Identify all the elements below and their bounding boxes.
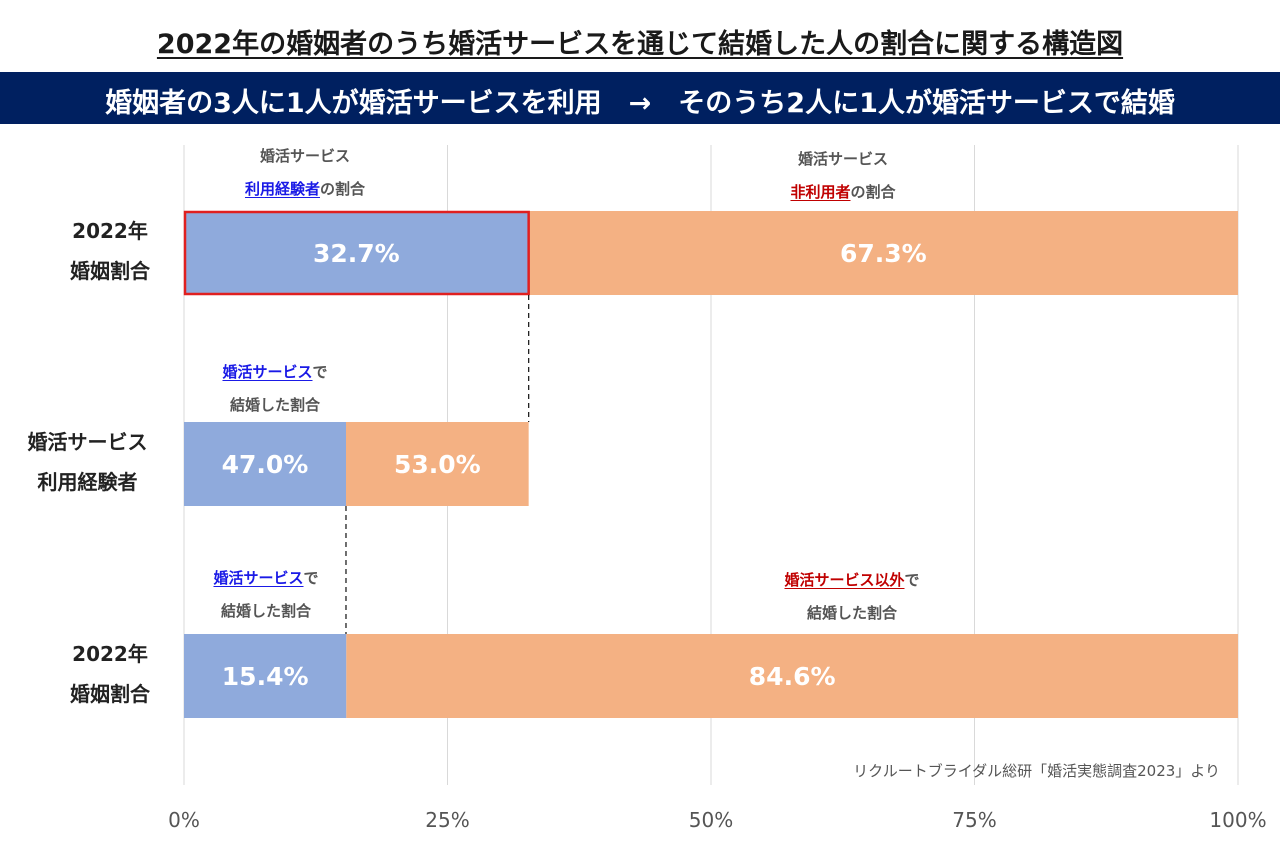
row-label-marriage-2022: 2022年 婚姻割合 — [20, 211, 200, 291]
annotation-line: 非利用者の割合 — [743, 176, 943, 209]
annotation-married-via-service-1: 婚活サービスで 結婚した割合 — [175, 356, 375, 422]
row-label-line: 婚姻割合 — [70, 682, 150, 706]
annotation-text: の割合 — [850, 183, 896, 201]
annotation-line: 婚活サービスで — [166, 562, 366, 595]
chart-title: 2022年の婚姻者のうち婚活サービスを通じて結婚した人の割合に関する構造図 — [156, 29, 1124, 60]
annotation-highlight: 婚活サービス以外 — [784, 571, 905, 589]
source-note: リクルートブライダル総研「婚活実態調査2023」より — [853, 762, 1220, 780]
annotation-users-share: 婚活サービス 利用経験者の割合 — [205, 140, 405, 206]
annotation-line: 婚活サービス — [797, 150, 888, 168]
annotation-highlight: 利用経験者 — [244, 180, 320, 198]
annotation-line: 結婚した割合 — [220, 602, 311, 620]
row-label-service-users: 婚活サービス 利用経験者 — [0, 422, 175, 502]
annotation-line: 婚活サービス — [259, 147, 350, 165]
annotation-text: で — [303, 569, 319, 587]
annotation-married-other: 婚活サービス以外で 結婚した割合 — [732, 564, 972, 630]
x-tick-label: 100% — [1209, 808, 1266, 832]
annotation-text: で — [904, 571, 920, 589]
row-label-line: 利用経験者 — [37, 470, 138, 494]
summary-banner-text: 婚姻者の3人に1人が婚活サービスを利用 → そのうち2人に1人が婚活サービスで結… — [105, 88, 1175, 119]
annotation-text: の割合 — [320, 180, 366, 198]
annotation-text: で — [312, 363, 328, 381]
annotation-line: 結婚した割合 — [229, 396, 320, 414]
bar-segment-service — [184, 422, 346, 506]
annotation-line: 婚活サービスで — [175, 356, 375, 389]
bar-segment-other — [346, 634, 1238, 718]
x-tick-label: 25% — [425, 808, 469, 832]
summary-banner: 婚姻者の3人に1人が婚活サービスを利用 → そのうち2人に1人が婚活サービスで結… — [0, 72, 1280, 124]
row-label-line: 婚活サービス — [27, 430, 148, 454]
row-label-line: 婚姻割合 — [70, 259, 150, 283]
bar-segment-other — [345, 422, 529, 506]
x-tick-label: 75% — [952, 808, 996, 832]
row-label-marriage-2022-breakdown: 2022年 婚姻割合 — [20, 634, 200, 714]
bar-value-label: 53.0% — [394, 450, 481, 479]
row-label-line: 2022年 — [72, 642, 148, 666]
annotation-highlight: 婚活サービス — [222, 363, 313, 381]
bar-value-label: 32.7% — [313, 239, 400, 268]
annotation-highlight: 非利用者 — [790, 183, 851, 201]
annotation-line: 利用経験者の割合 — [205, 173, 405, 206]
annotation-line: 結婚した割合 — [806, 604, 897, 622]
annotation-nonusers-share: 婚活サービス 非利用者の割合 — [743, 143, 943, 209]
bar-segment-service — [184, 634, 347, 718]
annotation-line: 婚活サービス以外で — [732, 564, 972, 597]
row-label-line: 2022年 — [72, 219, 148, 243]
highlight-box — [183, 210, 530, 296]
x-tick-label: 0% — [168, 808, 200, 832]
bar-value-label: 67.3% — [840, 239, 927, 268]
bar-value-label: 15.4% — [222, 662, 309, 691]
bar-segment-service — [184, 211, 529, 295]
bar-segment-other — [528, 211, 1238, 295]
bar-value-label: 47.0% — [222, 450, 309, 479]
bar-value-label: 84.6% — [749, 662, 836, 691]
x-tick-label: 50% — [689, 808, 733, 832]
annotation-highlight: 婚活サービス — [213, 569, 304, 587]
annotation-married-via-service-2: 婚活サービスで 結婚した割合 — [166, 562, 366, 628]
